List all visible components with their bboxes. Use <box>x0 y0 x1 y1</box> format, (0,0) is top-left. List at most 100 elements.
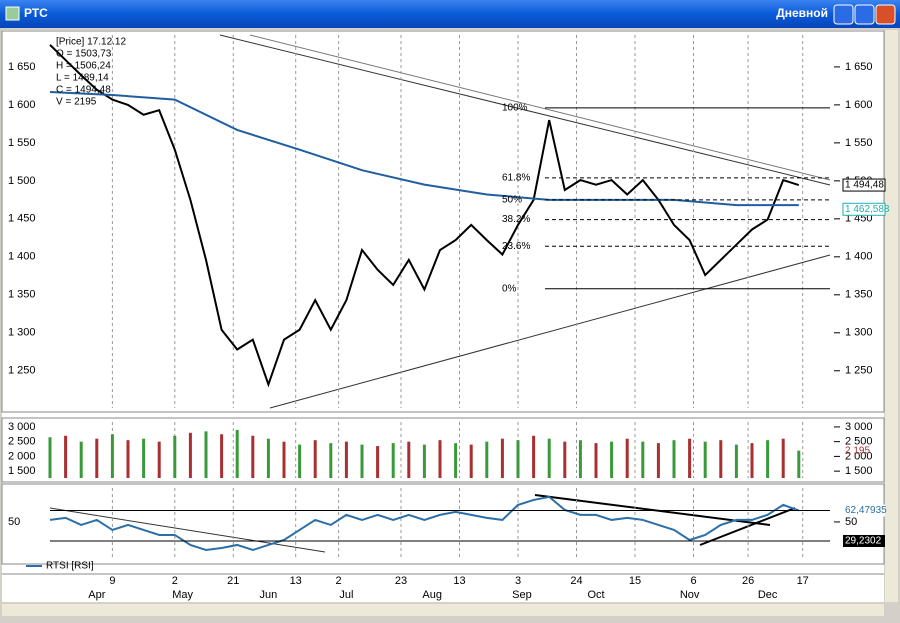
month-label: Jul <box>339 589 353 601</box>
volume-bar <box>485 441 489 478</box>
volume-bar <box>532 435 536 478</box>
trend-line <box>219 34 831 186</box>
minimize-button[interactable] <box>833 4 854 25</box>
y-tick-label: 2 000 <box>845 450 873 462</box>
panel-frame <box>1 417 885 483</box>
x-tick-label: 13 <box>453 575 465 587</box>
volume-bar <box>204 431 208 478</box>
series-line <box>49 495 800 552</box>
y-tick-label: 50 <box>845 516 857 528</box>
trend-line <box>249 34 831 181</box>
y-tick-label: 1 650 <box>8 61 36 73</box>
info-line: [Price] 17.12.12 <box>56 37 126 48</box>
info-line: C = 1494,48 <box>56 85 111 96</box>
volume-bar <box>672 440 676 478</box>
volume-bar <box>64 435 68 478</box>
volume-bar <box>594 443 598 478</box>
volume-bar <box>656 443 660 478</box>
value-box <box>843 534 885 547</box>
price-box <box>842 202 886 216</box>
volume-bar <box>344 441 348 478</box>
y-tick-label: 1 350 <box>8 289 36 301</box>
volume-bar <box>703 441 707 478</box>
month-label: Dec <box>758 589 778 601</box>
y-tick-label: 1 550 <box>8 137 36 149</box>
y-tick-label: 1 550 <box>845 137 873 149</box>
y-tick-label: 3 000 <box>8 421 36 433</box>
volume-bar <box>469 444 473 478</box>
volume-bar <box>48 437 52 478</box>
v-scrollbar[interactable] <box>885 30 898 602</box>
volume-bar <box>313 440 317 478</box>
month-label: Sep <box>512 589 532 601</box>
y-tick-label: 2 500 <box>845 436 873 448</box>
volume-bar <box>235 429 239 478</box>
value-box <box>843 504 885 517</box>
y-tick-label: 1 500 <box>845 465 873 477</box>
volume-bar <box>547 438 551 478</box>
close-button[interactable] <box>875 4 896 25</box>
y-tick-label: 1 300 <box>845 327 873 339</box>
volume-bar <box>391 443 395 478</box>
info-line: O = 1503,73 <box>56 49 112 60</box>
rsi-level-label: 62,47935 <box>845 505 887 516</box>
month-label: Jun <box>260 589 278 601</box>
month-label: Apr <box>88 589 105 601</box>
y-tick-label: 1 650 <box>845 61 873 73</box>
volume-bar <box>500 438 504 478</box>
y-tick-label: 1 600 <box>845 99 873 111</box>
volume-bar <box>516 440 520 478</box>
fib-label: 23.6% <box>502 241 530 252</box>
x-tick-label: 13 <box>290 575 302 587</box>
y-tick-label: 2 000 <box>8 450 36 462</box>
volume-bar <box>126 440 130 478</box>
rsi-level-label: 29,2302 <box>845 536 882 547</box>
volume-bar <box>266 438 270 478</box>
maximize-button[interactable] <box>854 4 875 25</box>
volume-bar <box>438 440 442 478</box>
x-tick-label: 26 <box>742 575 754 587</box>
x-tick-label: 15 <box>629 575 641 587</box>
volume-bar <box>188 432 192 478</box>
price-label: 1 494,48 <box>845 180 884 191</box>
panel-frame <box>1 30 885 413</box>
info-line: L = 1489,14 <box>56 73 109 84</box>
volume-bar <box>781 438 785 478</box>
title-bar <box>0 0 900 28</box>
price-box <box>842 178 886 192</box>
y-tick-label: 1 450 <box>8 213 36 225</box>
month-label: Nov <box>680 589 700 601</box>
volume-bar <box>376 446 380 478</box>
legend-entry: RTSI [RSI] <box>46 561 94 572</box>
x-tick-label: 24 <box>570 575 582 587</box>
chart-area <box>2 30 884 602</box>
x-tick-label: 3 <box>515 575 521 587</box>
volume-bar <box>734 444 738 478</box>
volume-bar <box>766 440 770 478</box>
volume-bar <box>688 438 692 478</box>
y-tick-label: 1 500 <box>8 465 36 477</box>
volume-bar <box>422 444 426 478</box>
volume-bar <box>360 444 364 478</box>
y-tick-label: 1 600 <box>8 99 36 111</box>
h-scrollbar[interactable] <box>2 604 884 616</box>
volume-bar <box>95 438 99 478</box>
volume-bar <box>610 441 614 478</box>
x-tick-label: 2 <box>336 575 342 587</box>
volume-bar <box>641 441 645 478</box>
y-tick-label: 2 500 <box>8 436 36 448</box>
month-label: Aug <box>422 589 442 601</box>
x-tick-label: 9 <box>109 575 115 587</box>
fib-label: 38.2% <box>502 214 530 225</box>
volume-bar <box>407 441 411 478</box>
price-label: 1 462,588 <box>845 204 890 215</box>
trend-line <box>269 254 831 409</box>
period: Дневной <box>776 6 828 20</box>
volume-last-label: 2 195 <box>845 445 870 456</box>
y-tick-label: 1 350 <box>845 289 873 301</box>
window-title: РТС <box>24 6 48 20</box>
volume-bar <box>142 438 146 478</box>
x-tick-label: 2 <box>172 575 178 587</box>
y-tick-label: 1 300 <box>8 327 36 339</box>
